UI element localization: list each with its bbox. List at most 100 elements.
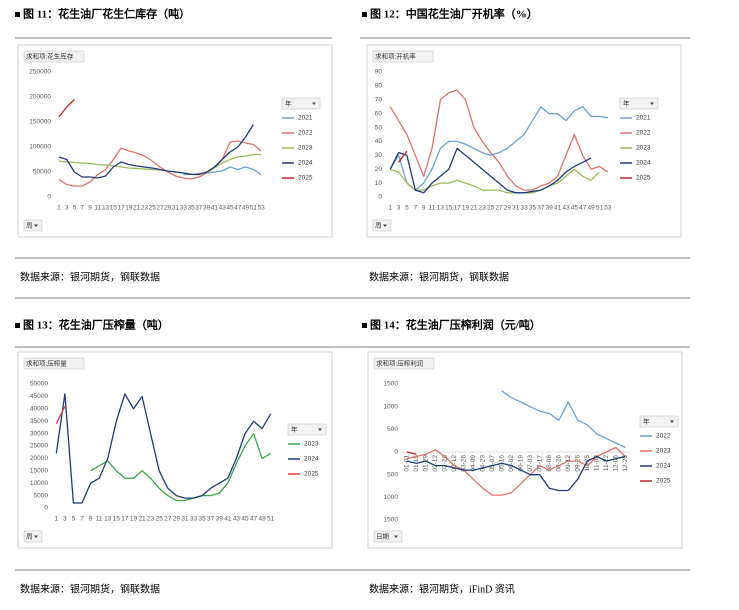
x-tick-label: 49 [587, 205, 595, 212]
legend-label: 2021 [298, 115, 313, 122]
dropdown-arrow [34, 535, 38, 538]
x-tick-label: 15 [113, 516, 121, 523]
x-tick-label: 5 [73, 205, 77, 212]
x-tick-label: 27 [164, 516, 172, 523]
y-tick-label: 1500 [384, 381, 399, 388]
legend-title-box[interactable] [287, 423, 327, 436]
y-tick-label: 0 [378, 194, 382, 201]
dropdown-arrow [34, 224, 38, 227]
legend-title-box[interactable] [619, 97, 659, 110]
x-tick-label: 3 [397, 205, 401, 212]
legend-label: 2024 [636, 160, 651, 167]
x-tick-label: 3 [63, 516, 67, 523]
x-tick-label: 15 [110, 205, 118, 212]
x-tick-label: 11-22 [603, 455, 610, 472]
y-tick-label: 100000 [29, 144, 51, 151]
y-tick-label: 20000 [30, 455, 48, 462]
legend-label: 2023 [304, 441, 319, 448]
x-tick-label: 19 [130, 516, 138, 523]
y-tick-label: 40 [375, 138, 383, 145]
legend-label: 2023 [656, 448, 671, 455]
axis-button[interactable] [373, 530, 403, 543]
axis-button-label: 日期 [376, 533, 390, 541]
x-tick-label: 43 [233, 516, 241, 523]
legend-label: 2021 [636, 115, 651, 122]
legend-label: 2024 [656, 463, 671, 470]
x-tick-label: 3 [65, 205, 69, 212]
x-tick-label: 23 [479, 205, 487, 212]
x-tick-label: 01-29 [422, 455, 429, 472]
x-tick-label: 31 [512, 205, 520, 212]
x-tick-label: 23 [141, 205, 149, 212]
bullet [15, 12, 20, 17]
x-tick-label: 09-12 [565, 455, 572, 472]
y-tick-label: 15000 [30, 468, 48, 475]
x-tick-label: 41 [224, 516, 232, 523]
x-tick-label: 12-20 [622, 455, 629, 472]
y-tick-label: 45000 [30, 393, 48, 400]
legend-label: 2022 [656, 433, 671, 440]
series-line [58, 99, 75, 118]
legend-title: 年 [291, 425, 298, 434]
source-note: 数据来源：银河期货，钢联数据 [20, 582, 160, 595]
legend-label: 2022 [298, 130, 313, 137]
x-tick-label: 51 [250, 205, 258, 212]
legend-title-box[interactable] [639, 415, 679, 428]
x-tick-label: 08-08 [546, 455, 553, 472]
y-tick-label: 50000 [33, 169, 51, 176]
x-tick-label: 27 [495, 205, 503, 212]
y-tick-label: 60 [375, 110, 383, 117]
x-tick-label: 49 [259, 516, 267, 523]
series-line [501, 390, 626, 449]
x-tick-label: 19 [125, 205, 133, 212]
x-tick-label: 1 [54, 516, 58, 523]
x-tick-label: 47 [234, 205, 242, 212]
dropdown-arrow [383, 224, 387, 227]
axis-button[interactable] [23, 219, 43, 232]
y-tick-label: 20 [375, 166, 383, 173]
series-line [58, 140, 262, 187]
x-tick-label: 15 [445, 205, 453, 212]
field-label: 求和项:压榨量 [26, 359, 67, 368]
series-line [398, 150, 408, 163]
legend-label: 2024 [304, 456, 319, 463]
x-tick-label: 25 [487, 205, 495, 212]
x-tick-label: 05-07 [489, 455, 496, 472]
x-tick-label: 23 [147, 516, 155, 523]
x-tick-label: 39 [546, 205, 554, 212]
series-line [406, 455, 626, 492]
series-line [389, 168, 600, 194]
x-tick-label: 11-08 [593, 455, 600, 472]
x-tick-label: 27 [156, 205, 164, 212]
x-tick-label: 04-09 [470, 455, 477, 472]
x-tick-label: 19 [462, 205, 470, 212]
y-tick-label: 50 [375, 124, 383, 131]
field-label: 求和项:压榨利润 [376, 359, 423, 368]
legend-title-box[interactable] [281, 97, 321, 110]
x-tick-label: 43 [219, 205, 227, 212]
field-label-box [372, 50, 434, 63]
legend-label: 2025 [298, 175, 313, 182]
x-tick-label: 45 [241, 516, 249, 523]
bullet [15, 323, 20, 328]
legend-label: 2022 [636, 130, 651, 137]
chart-frame [366, 44, 682, 238]
y-tick-label: 50000 [30, 381, 48, 388]
x-tick-label: 37 [537, 205, 545, 212]
x-tick-label: 35 [198, 516, 206, 523]
bullet [362, 12, 367, 17]
x-tick-label: 37 [195, 205, 203, 212]
axis-button-label: 周 [26, 533, 33, 541]
x-tick-label: 47 [250, 516, 258, 523]
figure-caption: 图 11：花生油厂花生仁库存（吨） [23, 7, 190, 21]
y-tick-label: 1500 [384, 517, 399, 524]
x-tick-label: 17 [454, 205, 462, 212]
x-tick-label: 06-02 [508, 455, 515, 472]
axis-button[interactable] [23, 530, 43, 543]
x-tick-label: 51 [267, 516, 275, 523]
axis-button[interactable] [372, 219, 392, 232]
x-tick-label: 25 [156, 516, 164, 523]
field-label: 求和项:开机率 [375, 52, 416, 61]
x-tick-label: 07-17 [536, 455, 543, 472]
x-tick-label: 07-03 [527, 455, 534, 472]
